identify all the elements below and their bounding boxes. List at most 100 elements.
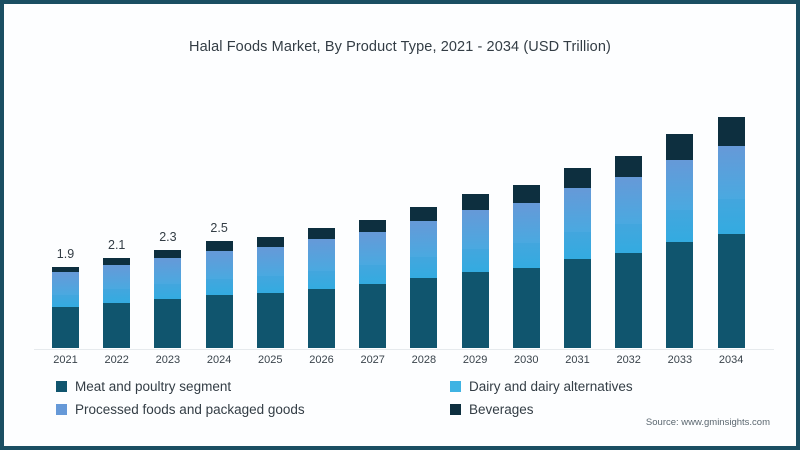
bar-segment[interactable] bbox=[308, 288, 335, 348]
bar-segment[interactable] bbox=[52, 266, 79, 273]
legend-row: Meat and poultry segment Dairy and dairy… bbox=[56, 375, 756, 398]
stacked-bar[interactable] bbox=[717, 117, 745, 348]
bar-segment[interactable] bbox=[52, 307, 79, 348]
bar-group: 2026 bbox=[308, 228, 335, 366]
legend-item-processed-foods-and-packaged-goods[interactable]: Processed foods and packaged goods bbox=[56, 402, 450, 417]
bar-segment[interactable] bbox=[410, 256, 438, 279]
bar-segment[interactable] bbox=[512, 243, 540, 268]
legend-item-beverages[interactable]: Beverages bbox=[450, 402, 534, 417]
bar-segment[interactable] bbox=[205, 241, 233, 251]
stacked-bar[interactable] bbox=[359, 219, 387, 348]
bar-segment[interactable] bbox=[564, 168, 591, 189]
bar-value-label: 2.5 bbox=[210, 221, 228, 236]
x-axis-tick-label: 2021 bbox=[53, 354, 78, 366]
bar-segment[interactable] bbox=[154, 257, 182, 285]
bar-segment[interactable] bbox=[359, 232, 387, 266]
legend-swatch-icon bbox=[56, 381, 67, 392]
stacked-bar[interactable] bbox=[461, 194, 489, 348]
bar-segment[interactable] bbox=[103, 289, 131, 304]
stacked-bar[interactable] bbox=[103, 258, 131, 348]
bar-segment[interactable] bbox=[564, 232, 591, 260]
bar-group: 2025 bbox=[256, 236, 284, 366]
stacked-bar[interactable] bbox=[615, 155, 643, 348]
stacked-bar[interactable] bbox=[666, 134, 694, 348]
x-axis-tick-label: 2029 bbox=[462, 354, 488, 366]
source-attribution: Source: www.gminsights.com bbox=[645, 417, 770, 428]
stacked-bar[interactable] bbox=[205, 241, 233, 348]
bar-segment[interactable] bbox=[615, 223, 643, 253]
bar-group: 2034 bbox=[717, 117, 745, 366]
bar-segment[interactable] bbox=[564, 259, 591, 348]
bar-segment[interactable] bbox=[359, 284, 387, 348]
legend-label: Dairy and dairy alternatives bbox=[469, 379, 633, 394]
bar-segment[interactable] bbox=[615, 155, 643, 178]
bar-segment[interactable] bbox=[615, 252, 643, 348]
bar-segment[interactable] bbox=[666, 134, 694, 160]
bar-segment[interactable] bbox=[154, 284, 182, 300]
x-axis-tick-label: 2025 bbox=[258, 354, 283, 366]
bar-segment[interactable] bbox=[717, 199, 745, 234]
bar-segment[interactable] bbox=[512, 185, 540, 203]
legend-item-dairy-and-dairy-alternatives[interactable]: Dairy and dairy alternatives bbox=[450, 379, 633, 394]
bar-segment[interactable] bbox=[308, 228, 335, 240]
bar-segment[interactable] bbox=[717, 117, 745, 146]
bar-segment[interactable] bbox=[205, 250, 233, 279]
bar-segment[interactable] bbox=[205, 278, 233, 295]
bar-segment[interactable] bbox=[256, 292, 284, 348]
bar-segment[interactable] bbox=[461, 271, 489, 348]
bar-group: 2033 bbox=[666, 134, 694, 366]
legend-label: Meat and poultry segment bbox=[75, 379, 232, 394]
bar-segment[interactable] bbox=[666, 210, 694, 243]
bar-segment[interactable] bbox=[256, 276, 284, 293]
stacked-bar[interactable] bbox=[512, 185, 540, 348]
bar-segment[interactable] bbox=[666, 159, 694, 211]
bar-group: 2.5 2024 bbox=[205, 221, 233, 366]
legend-label: Beverages bbox=[469, 402, 534, 417]
legend-label: Processed foods and packaged goods bbox=[75, 402, 305, 417]
bar-segment[interactable] bbox=[256, 236, 284, 247]
bar-segment[interactable] bbox=[717, 233, 745, 348]
bar-segment[interactable] bbox=[154, 299, 182, 348]
bar-segment[interactable] bbox=[615, 177, 643, 224]
bar-value-label: 1.9 bbox=[56, 246, 75, 261]
stacked-bar[interactable] bbox=[564, 168, 591, 348]
bar-segment[interactable] bbox=[359, 219, 387, 233]
x-axis-tick-label: 2023 bbox=[155, 354, 181, 366]
bar-segment[interactable] bbox=[717, 145, 745, 200]
stacked-bar[interactable] bbox=[154, 249, 182, 348]
bar-segment[interactable] bbox=[512, 203, 540, 244]
bar-segment[interactable] bbox=[666, 242, 694, 348]
bar-segment[interactable] bbox=[410, 278, 438, 348]
bar-value-label: 2.3 bbox=[159, 229, 177, 244]
bar-segment[interactable] bbox=[103, 303, 131, 348]
bar-segment[interactable] bbox=[205, 294, 233, 348]
legend-swatch-icon bbox=[450, 404, 461, 415]
stacked-bar[interactable] bbox=[308, 228, 335, 348]
bar-segment[interactable] bbox=[308, 239, 335, 271]
bar-segment[interactable] bbox=[461, 210, 489, 249]
bar-segment[interactable] bbox=[461, 248, 489, 272]
bar-segment[interactable] bbox=[359, 265, 387, 285]
bar-group: 2027 bbox=[359, 219, 387, 366]
legend-item-meat-and-poultry-segment[interactable]: Meat and poultry segment bbox=[56, 379, 450, 394]
bar-segment[interactable] bbox=[52, 294, 79, 308]
stacked-bar[interactable] bbox=[410, 206, 438, 348]
stacked-bar[interactable] bbox=[256, 236, 284, 348]
bar-segment[interactable] bbox=[256, 246, 284, 277]
bar-segment[interactable] bbox=[564, 188, 591, 233]
bar-segment[interactable] bbox=[52, 272, 79, 295]
bar-group: 2032 bbox=[615, 155, 643, 366]
bar-segment[interactable] bbox=[103, 258, 131, 266]
bar-group: 2029 bbox=[461, 194, 489, 366]
x-axis-tick-label: 2033 bbox=[667, 354, 693, 366]
bar-segment[interactable] bbox=[512, 267, 540, 348]
bar-segment[interactable] bbox=[308, 270, 335, 289]
bar-segment[interactable] bbox=[103, 265, 131, 290]
bar-segment[interactable] bbox=[410, 206, 438, 222]
bar-segment[interactable] bbox=[410, 221, 438, 257]
x-axis-tick-label: 2024 bbox=[206, 354, 232, 366]
stacked-bar[interactable] bbox=[52, 266, 79, 348]
bar-segment[interactable] bbox=[154, 249, 182, 258]
bar-segment[interactable] bbox=[461, 194, 489, 211]
